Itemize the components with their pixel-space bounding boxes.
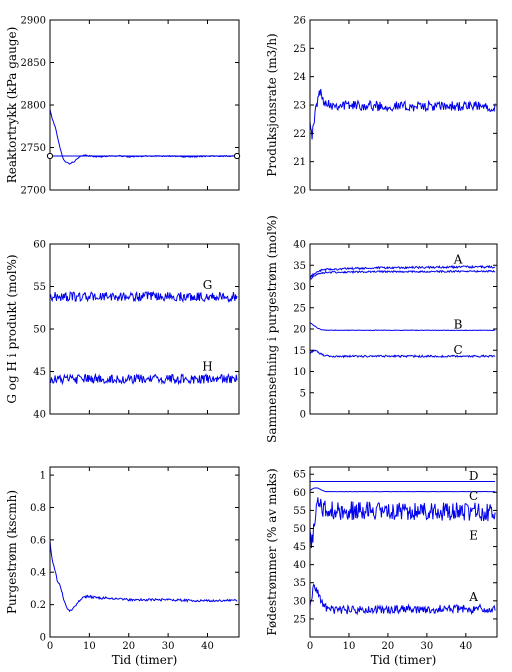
x-axis-label: Tid (timer) [371,653,437,667]
x-tick-label: 40 [459,641,472,652]
panel-feed-flows: 25 30 35 40 45 50 55 60 65 0 10 20 30 40 Fødestrømmer … [265,466,498,667]
y-tick-label: 2850 [21,58,46,69]
series-line-A [310,264,496,278]
series-annotation-C: C [453,343,462,357]
y-axis-label: G og H i produkt (mol%) [5,254,19,403]
series-annotation-B: B [454,317,463,331]
x-tick-label: 10 [83,641,96,652]
axes-frame [49,19,240,191]
series-annotation-A: A [468,590,478,604]
setpoint-marker [233,152,241,160]
series-annotation-A: A [453,253,463,267]
y-tick-label: 21 [293,157,306,168]
y-tick-label: 2900 [21,16,46,27]
series-line [50,540,238,613]
y-tick-label: 2800 [21,101,46,112]
y-tick-label: 15 [293,346,306,357]
series-annotation-E: E [469,529,478,543]
y-tick-label: 30 [293,596,306,607]
y-axis-label: Reaktortrykk (kPa gauge) [5,27,19,184]
x-tick-label: 0 [307,641,313,652]
y-tick-label: 60 [33,240,46,251]
y-tick-label: 25 [293,614,306,625]
series-annotation-G: G [203,278,213,292]
y-tick-label: 40 [293,560,306,571]
y-tick-label: 0.2 [30,600,46,611]
y-tick-label: 1 [40,471,46,482]
y-axis-label: Produksjonsrate (m3/h) [265,33,279,176]
y-tick-label: 26 [293,16,306,27]
y-axis-label: Purgestrøm (kscmh) [5,490,19,614]
y-tick-label: 0.4 [30,568,46,579]
y-tick-label: 30 [293,282,306,293]
panel-product-composition: 40 45 50 55 60 G og H i produkt (mol%) G H [5,240,240,421]
panel-production-rate: 20 21 22 23 24 25 26 Produksjonsrate (m3/h) [265,16,498,197]
series-annotation-C: C [469,489,478,503]
y-tick-label: 2750 [21,143,46,154]
y-tick-label: 20 [293,325,306,336]
series-line-A [310,583,496,616]
y-tick-label: 23 [293,101,306,112]
setpoint-marker [46,152,54,160]
y-tick-label: 0.6 [30,535,46,546]
y-tick-label: 35 [293,261,306,272]
x-tick-label: 30 [421,641,434,652]
series-line [310,269,496,280]
y-tick-label: 50 [293,524,306,535]
y-tick-label: 0 [300,410,306,421]
series-line-C [310,349,496,359]
panel-purge-composition: 0 5 10 15 20 25 30 35 40 Sammensetning i purgestr… [265,215,498,443]
x-tick-label: 10 [343,641,356,652]
x-tick-label: 0 [47,641,53,652]
y-tick-label: 25 [293,303,306,314]
series-annotation-D: D [469,469,479,483]
y-tick-label: 65 [293,470,306,481]
y-axis-label: Sammensetning i purgestrøm (mol%) [265,215,279,443]
axes-frame [49,466,240,638]
series-line-G [50,290,238,304]
series-line-B [310,322,496,332]
y-tick-label: 35 [293,578,306,589]
y-tick-label: 0.8 [30,503,46,514]
y-tick-label: 55 [293,506,306,517]
y-tick-label: 45 [33,367,46,378]
series-line [310,89,496,140]
y-tick-label: 22 [293,129,306,140]
y-tick-label: 0 [40,633,46,644]
y-tick-label: 20 [293,186,306,197]
y-tick-label: 60 [293,488,306,499]
y-tick-label: 24 [293,72,306,83]
series-line-E [310,497,496,549]
x-tick-label: 40 [201,641,214,652]
y-tick-label: 55 [33,282,46,293]
y-tick-label: 2700 [21,186,46,197]
y-tick-label: 45 [293,542,306,553]
x-tick-label: 20 [122,641,135,652]
y-tick-label: 5 [300,388,306,399]
y-tick-label: 40 [293,240,306,251]
axes-frame [49,243,240,415]
y-axis-label: Fødestrømmer (% av maks) [265,468,279,635]
series-line-C [310,487,496,493]
y-tick-label: 10 [293,367,306,378]
y-tick-label: 40 [33,410,46,421]
x-tick-label: 30 [162,641,175,652]
x-axis-label: Tid (timer) [112,653,178,667]
x-tick-label: 20 [382,641,395,652]
series-line-H [50,372,238,386]
series-annotation-H: H [202,359,212,373]
axes-frame [309,466,498,638]
y-tick-label: 50 [33,325,46,336]
y-tick-label: 25 [293,44,306,55]
